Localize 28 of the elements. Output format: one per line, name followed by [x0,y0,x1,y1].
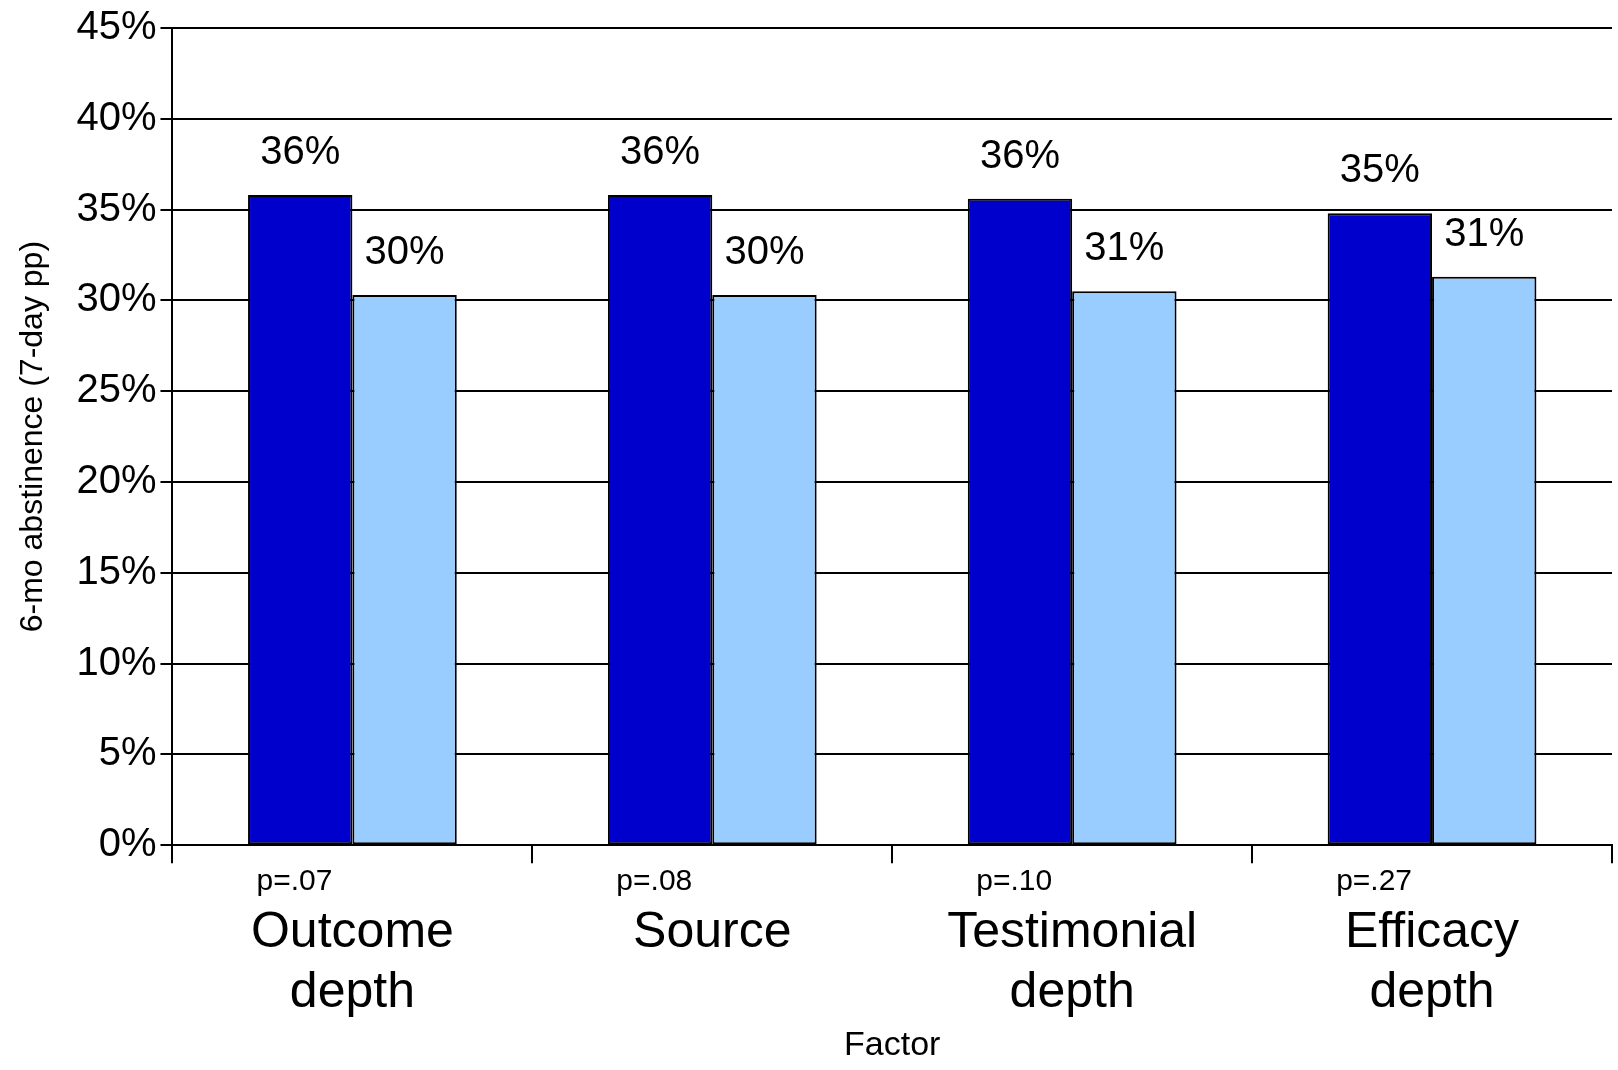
y-axis-title: 6-mo abstinence (7-day pp) [13,240,50,633]
x-tick-label: Outcome depth [250,901,454,1018]
y-tick-label: 0% [98,820,157,865]
text: p=.07 [256,863,333,897]
data-label: 30% [724,227,805,272]
y-tick-label: 20% [76,457,157,502]
y-tick-label: 30% [76,275,157,320]
data-label: 36% [260,128,341,173]
x-tick-label: Source [633,901,792,958]
y-tick-label: 35% [76,184,157,229]
y-tick-label: 10% [76,638,157,683]
y-tick-label: 45% [76,3,157,48]
x-tick-label: Testimonial depth [947,901,1198,1018]
data-label: 35% [1339,146,1420,191]
text: p=.10 [976,863,1053,897]
x-tick-label: Efficacy depth [1344,901,1520,1018]
data-label: 30% [364,227,445,272]
text: p=.27 [1336,863,1413,897]
data-label: 36% [620,128,701,173]
data-label: 36% [979,131,1061,176]
y-tick-label: 15% [76,547,157,592]
text: p=.08 [616,863,693,897]
data-label: 31% [1444,209,1525,254]
y-tick-label: 25% [76,366,157,411]
data-label: 31% [1084,224,1165,269]
y-tick-label: 5% [98,729,157,774]
y-tick-label: 40% [76,93,157,138]
x-axis-title: Factor [844,1023,941,1062]
